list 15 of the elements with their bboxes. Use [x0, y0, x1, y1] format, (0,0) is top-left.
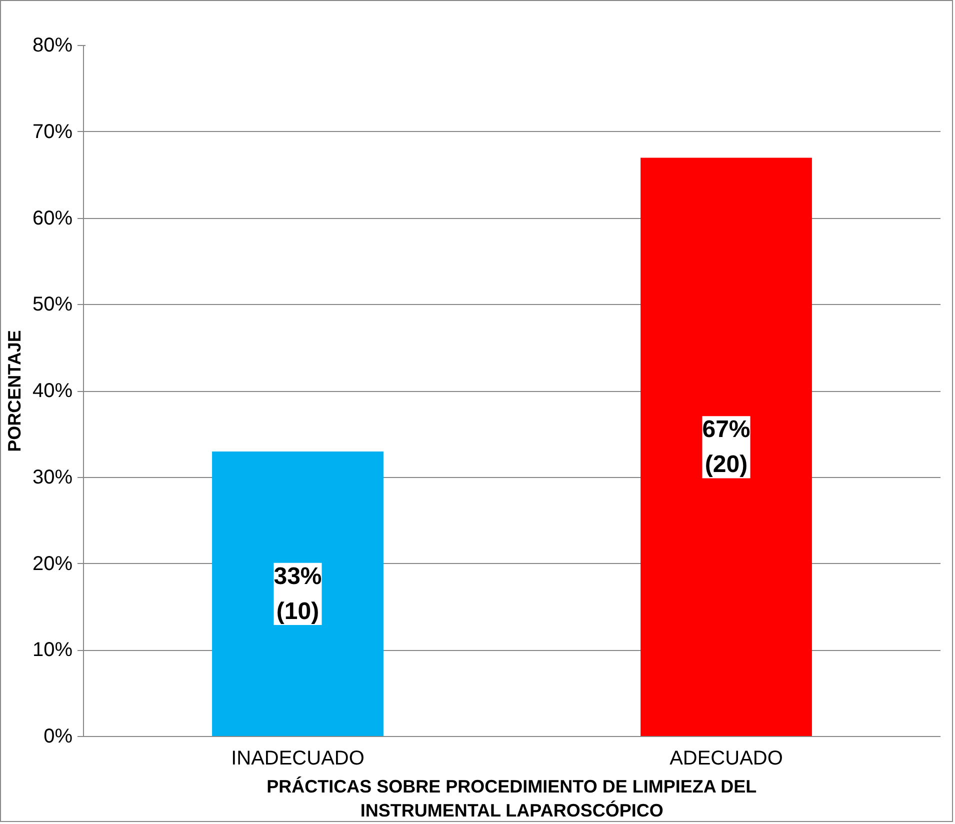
x-axis-title: PRÁCTICAS SOBRE PROCEDIMIENTO DE LIMPIEZA DEL INSTRUMENTAL LAPAROSCÓPICO — [266, 776, 757, 820]
y-tick-label: 10% — [32, 639, 73, 662]
y-axis-title: PORCENTAJE — [4, 330, 24, 452]
x-tick-label: INADECUADO — [231, 748, 364, 770]
data-label: 67% (20) — [702, 416, 750, 478]
y-tick-label: 0% — [44, 726, 73, 748]
y-tick-label: 40% — [32, 380, 73, 402]
y-tick-label: 80% — [32, 34, 73, 56]
x-tick-label: ADECUADO — [670, 748, 783, 770]
data-label: 33% (10) — [274, 562, 322, 626]
y-tick-label: 50% — [32, 294, 73, 316]
y-tick-label: 70% — [32, 120, 73, 143]
y-tick-label: 20% — [32, 552, 73, 575]
y-tick-label: 60% — [32, 207, 73, 230]
y-tick-label: 30% — [32, 466, 73, 488]
